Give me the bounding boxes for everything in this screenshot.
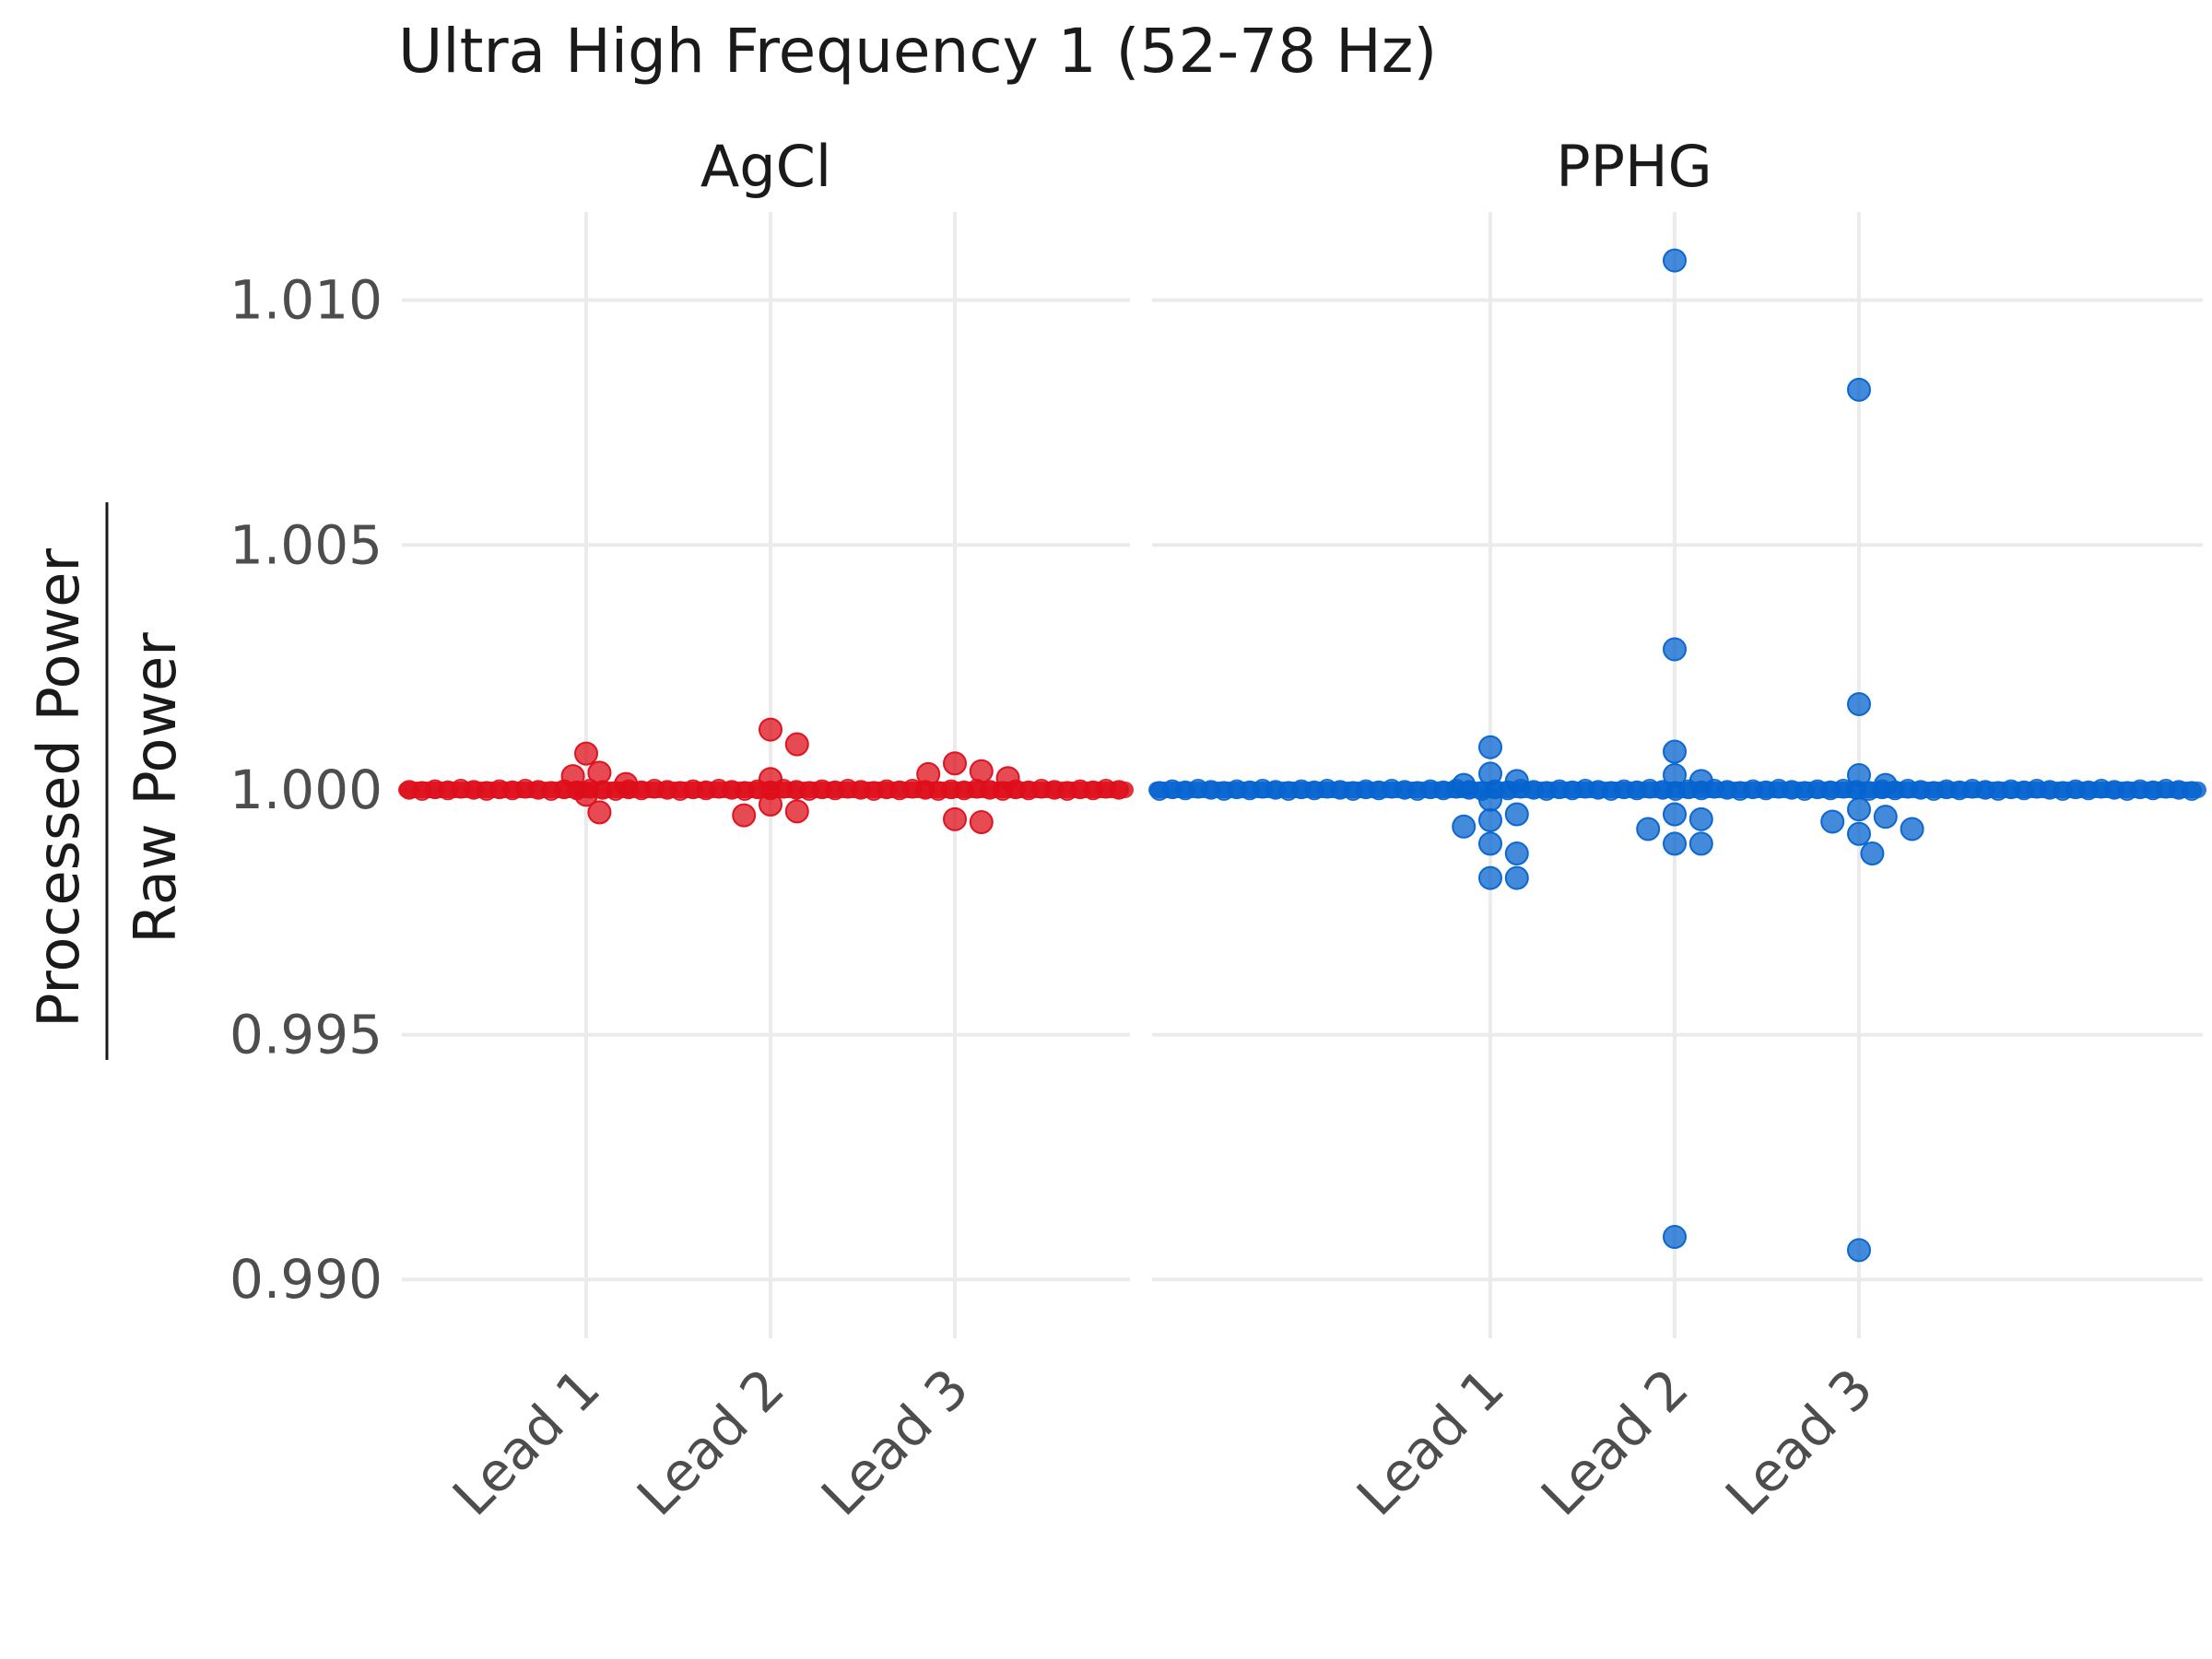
data-point [1847, 377, 1871, 402]
x-tick-label: Lead 2 [625, 1357, 796, 1528]
data-point [1847, 1238, 1871, 1263]
data-point [1636, 817, 1661, 841]
data-point [759, 767, 782, 792]
data-point [1504, 841, 1529, 866]
data-point [1663, 763, 1687, 787]
data-point [1452, 814, 1477, 839]
data-point [969, 759, 994, 783]
data-point [916, 761, 941, 786]
data-point [1900, 817, 1924, 841]
chart-title: Ultra High Frequency 1 (52-78 Hz) [398, 16, 1437, 87]
data-point [1663, 248, 1687, 273]
baseline-band-layer [398, 778, 2206, 801]
x-tick-label: Lead 2 [1529, 1357, 1700, 1528]
grid-layer [402, 212, 2203, 1338]
data-point [1478, 761, 1502, 786]
data-point [943, 751, 967, 776]
data-point [1478, 807, 1502, 832]
data-point [784, 799, 809, 824]
data-point [1452, 772, 1477, 797]
data-point [1663, 831, 1687, 856]
data-point [1504, 865, 1529, 890]
panel-label: AgCl [700, 133, 831, 200]
data-point [1688, 806, 1713, 831]
y-tick-label: 0.995 [229, 1004, 382, 1066]
data-point [732, 803, 757, 828]
y-tick-label: 1.010 [229, 269, 382, 332]
data-point [759, 792, 782, 817]
data-point [1478, 787, 1502, 812]
data-point [1860, 841, 1885, 866]
y-tick-label: 0.990 [229, 1248, 382, 1311]
data-point [969, 810, 994, 835]
data-point [1663, 802, 1687, 827]
data-point [1873, 805, 1898, 830]
data-point [943, 806, 967, 831]
data-point [995, 766, 1020, 791]
y-axis-label-numerator: Processed Power [25, 548, 92, 1028]
data-point [1109, 780, 1129, 800]
data-point [1663, 739, 1687, 764]
data-point [614, 771, 639, 796]
data-point [1688, 769, 1713, 794]
data-point [1847, 763, 1871, 787]
data-point [560, 764, 585, 789]
y-axis-label-denominator: Raw Power [122, 632, 189, 944]
data-point [1847, 821, 1871, 846]
data-point [1478, 865, 1502, 890]
data-point [587, 760, 612, 785]
data-point [1688, 831, 1713, 856]
panel-label: PPHG [1556, 133, 1712, 200]
x-tick-label: Lead 3 [809, 1357, 981, 1528]
data-point [1820, 809, 1845, 834]
data-point [1663, 1225, 1687, 1250]
data-point [759, 717, 782, 742]
data-point [574, 782, 598, 807]
data-point [1847, 691, 1871, 716]
data-point [1847, 797, 1871, 822]
x-tick-label: Lead 1 [441, 1357, 612, 1528]
data-point [574, 741, 598, 766]
data-point [1478, 831, 1502, 856]
data-point [784, 732, 809, 757]
data-point [1873, 772, 1898, 797]
data-point [1504, 769, 1529, 794]
data-point [587, 800, 612, 825]
x-tick-label: Lead 3 [1713, 1357, 1885, 1528]
data-point [1663, 637, 1687, 662]
data-point [1504, 802, 1529, 827]
y-tick-label: 1.000 [229, 759, 382, 821]
y-tick-label: 1.005 [229, 513, 382, 576]
y-axis-label: Processed Power Raw Power [25, 502, 189, 1060]
data-point [2182, 781, 2202, 801]
points-layer [560, 248, 1924, 1263]
x-tick-label: Lead 1 [1345, 1357, 1516, 1528]
data-point [1478, 735, 1502, 759]
